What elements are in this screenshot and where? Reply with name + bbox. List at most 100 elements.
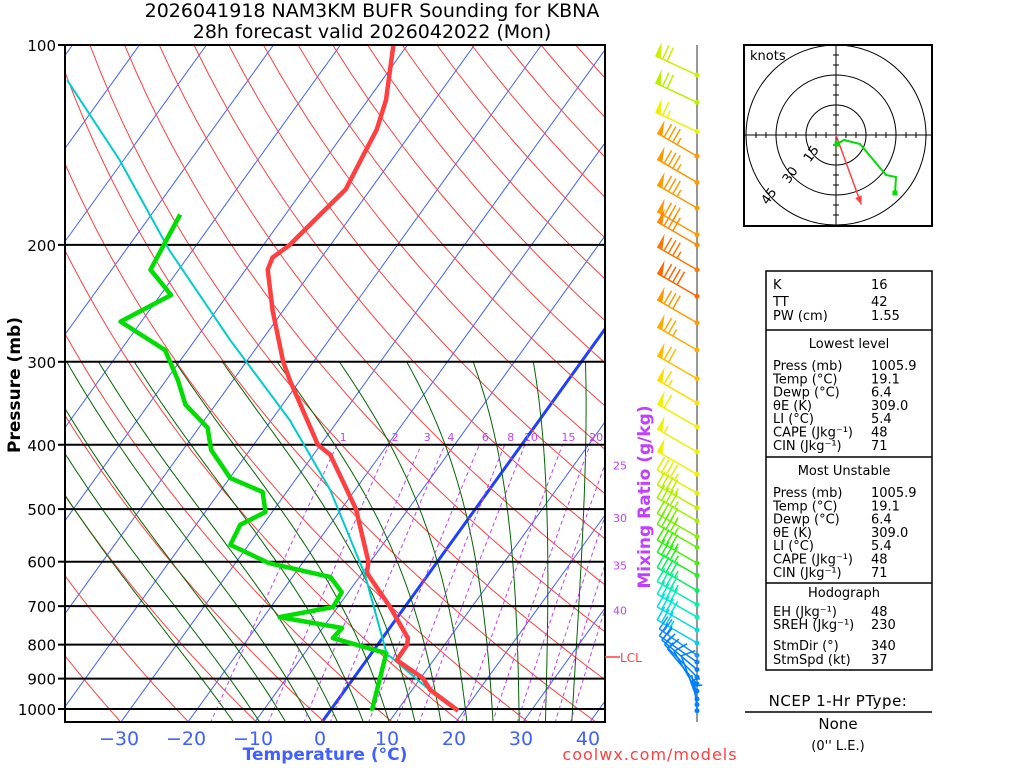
- wind-barb-feather: [666, 74, 675, 89]
- moist-adiabat: [276, 361, 442, 722]
- section-heading-lowest: Lowest level: [809, 337, 890, 352]
- storm-motion-arrow: [835, 134, 863, 205]
- wind-barb-feather: [660, 541, 670, 556]
- wind-barb-pennant: [657, 260, 665, 277]
- wind-barb-point: [694, 627, 700, 633]
- pressure-tick-label: 1000: [18, 701, 56, 719]
- lcl-marker: LCL: [605, 651, 642, 665]
- isotherm: [65, 45, 274, 336]
- wind-barb-feather: [660, 556, 670, 571]
- wind-barb-feather: [669, 546, 679, 561]
- isotherm: [455, 514, 605, 722]
- wind-barb-pennant: [657, 120, 665, 137]
- wind-barb: [656, 526, 700, 566]
- mixing-ratio-label: 4: [447, 431, 454, 444]
- hodograph-stat-row-label: SREH (Jkg⁻¹): [773, 618, 854, 633]
- dry-adiabat: [367, 45, 605, 322]
- wind-barb-half-feather: [667, 379, 673, 387]
- wind-barb-point: [694, 449, 700, 455]
- moist-adiabat: [98, 361, 339, 722]
- temperature-tick-label: −10: [233, 728, 273, 750]
- wind-barb-feather: [666, 47, 675, 62]
- lowest-level-row-value: 309.0: [871, 399, 908, 414]
- wind-barb-shaft: [654, 54, 698, 76]
- wind-barb: [656, 580, 700, 620]
- wind-barb-point: [694, 659, 700, 665]
- lowest-level-row-value: 48: [871, 426, 888, 441]
- most-unstable-row-label: CAPE (Jkg⁻¹): [773, 553, 853, 568]
- wind-barb-half-feather: [694, 684, 703, 687]
- moist-adiabat: [532, 361, 549, 722]
- storm-motion-arrowhead: [855, 195, 862, 205]
- dry-adiabat: [262, 45, 605, 451]
- wind-barb: [693, 680, 703, 714]
- wind-barb-shaft: [656, 450, 698, 475]
- freezing-isotherm: [320, 326, 605, 722]
- wind-barb-feather: [663, 237, 673, 252]
- isotherm: [187, 141, 605, 722]
- parcel-trace: [66, 79, 459, 712]
- wind-barb-pennant: [655, 69, 662, 86]
- isotherm: [120, 48, 605, 722]
- wind-barb-feather: [665, 531, 674, 546]
- wind-barb-feather: [667, 348, 677, 363]
- isotherm: [254, 235, 605, 722]
- wind-barb-feather: [660, 595, 670, 610]
- footer-credit[interactable]: coolwx.com/models: [562, 745, 737, 764]
- wind-barb-pennant: [657, 172, 665, 189]
- stats-frame: [765, 270, 933, 671]
- hodograph-trace: [836, 138, 898, 194]
- pressure-tick-label: 100: [27, 37, 56, 55]
- mixing-ratio-axis-label: Mixing Ratio (g/kg): [635, 405, 655, 588]
- wind-barb: [656, 593, 700, 633]
- wind-barb-feather: [660, 570, 670, 585]
- wind-barb-point: [694, 614, 700, 620]
- section-heading-most-unstable: Most Unstable: [798, 464, 891, 479]
- wind-barb-feather: [656, 471, 666, 486]
- mixing-ratio-line: [537, 515, 605, 722]
- wind-barb-feather: [660, 513, 670, 528]
- wind-barb: [656, 120, 700, 159]
- wind-barb-shaft: [658, 628, 698, 656]
- lowest-level-row-label: θE (K): [773, 399, 812, 414]
- mixing-ratio-label: 6: [482, 431, 489, 444]
- wind-barb-feather: [665, 611, 674, 626]
- temperature-trace: [265, 45, 460, 713]
- lowest-level-row-label: LI (°C): [773, 412, 814, 427]
- wind-barb-point: [694, 205, 700, 211]
- ptype-liquid-equivalent: (0'' L.E.): [811, 739, 864, 754]
- wind-barb-pennant: [657, 233, 665, 250]
- wind-barb-feather: [672, 295, 681, 310]
- most-unstable-row-label: Press (mb): [773, 486, 842, 501]
- wind-barb-feather: [660, 487, 670, 501]
- lowest-level-row-label: Dewp (°C): [773, 386, 840, 401]
- wind-barb-feather: [672, 180, 681, 195]
- mixing-ratio-line: [368, 444, 480, 722]
- pressure-tick-label: 900: [27, 671, 56, 689]
- index-row-value: 1.55: [871, 309, 900, 324]
- wind-barb-point: [694, 179, 700, 185]
- lowest-level-row-value: 5.4: [871, 412, 892, 427]
- hodograph-point: [892, 190, 898, 196]
- mixing-ratio-labels: 1 2 3 4 6 8 10 15 20 25 30 35 40: [340, 431, 627, 618]
- wind-barb: [654, 42, 700, 78]
- isobar-lines: [58, 44, 605, 710]
- mixing-ratio-label: 2: [392, 431, 399, 444]
- wind-barb-feather: [669, 518, 679, 533]
- wind-barb-feather: [667, 239, 677, 254]
- wind-barb-point: [694, 72, 700, 78]
- wind-barb-point: [694, 424, 700, 430]
- wind-barb-feather: [665, 559, 674, 573]
- index-row-label: K: [773, 278, 782, 293]
- wind-barb-shaft: [656, 428, 698, 453]
- hodograph-stat-row-value: 230: [871, 618, 896, 633]
- wind-barb: [656, 415, 700, 455]
- mixing-ratio-line: [396, 444, 506, 722]
- wind-barb: [654, 69, 700, 105]
- wind-barb: [656, 198, 700, 238]
- wind-barb-feather: [663, 123, 673, 138]
- wind-barb-point: [694, 400, 700, 406]
- wind-barb: [656, 208, 700, 248]
